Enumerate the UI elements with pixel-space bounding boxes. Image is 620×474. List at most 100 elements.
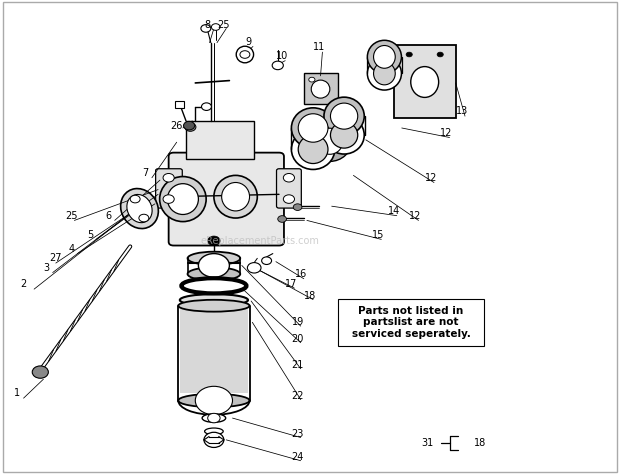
Circle shape	[184, 121, 195, 130]
Ellipse shape	[187, 267, 241, 281]
Ellipse shape	[121, 189, 158, 228]
Text: 31: 31	[422, 438, 434, 448]
Bar	[180, 306, 248, 393]
Text: 8: 8	[205, 19, 211, 30]
Circle shape	[32, 366, 48, 378]
Bar	[175, 101, 184, 108]
Text: 19: 19	[291, 317, 304, 328]
Text: 21: 21	[291, 360, 304, 370]
Ellipse shape	[127, 194, 152, 223]
Text: 25: 25	[217, 19, 229, 30]
Ellipse shape	[298, 114, 328, 142]
Ellipse shape	[222, 182, 249, 211]
Ellipse shape	[202, 414, 226, 422]
FancyBboxPatch shape	[277, 169, 301, 208]
Text: 12: 12	[440, 128, 453, 138]
Text: 13: 13	[456, 106, 468, 117]
Text: 17: 17	[285, 279, 298, 290]
Circle shape	[211, 24, 220, 30]
Circle shape	[208, 236, 220, 246]
Circle shape	[278, 216, 286, 222]
Text: 9: 9	[245, 36, 251, 47]
Circle shape	[208, 413, 220, 423]
Circle shape	[240, 51, 250, 58]
Circle shape	[139, 214, 149, 222]
Ellipse shape	[317, 128, 343, 155]
Text: 18: 18	[474, 438, 487, 448]
Circle shape	[163, 195, 174, 203]
Circle shape	[202, 103, 211, 110]
Text: 18: 18	[304, 291, 316, 301]
Circle shape	[283, 195, 294, 203]
Ellipse shape	[311, 80, 330, 98]
Text: 24: 24	[291, 452, 304, 463]
Ellipse shape	[298, 135, 328, 164]
Circle shape	[130, 195, 140, 203]
Bar	[186, 121, 254, 159]
Ellipse shape	[291, 108, 335, 148]
Text: 4: 4	[68, 244, 74, 254]
Text: 23: 23	[291, 428, 304, 439]
Text: 2: 2	[20, 279, 27, 290]
Circle shape	[437, 52, 443, 57]
Text: eReplacementParts.com: eReplacementParts.com	[201, 236, 320, 246]
Text: 7: 7	[143, 168, 149, 178]
Text: 6: 6	[105, 210, 112, 221]
Bar	[394, 45, 456, 118]
Ellipse shape	[291, 129, 335, 170]
Ellipse shape	[324, 116, 365, 154]
Text: 15: 15	[372, 229, 384, 240]
Ellipse shape	[330, 122, 358, 148]
Ellipse shape	[181, 278, 246, 293]
Text: 22: 22	[291, 391, 304, 401]
Circle shape	[195, 386, 232, 415]
Circle shape	[406, 52, 412, 57]
Circle shape	[247, 263, 261, 273]
Ellipse shape	[179, 300, 249, 312]
Text: 3: 3	[43, 263, 50, 273]
Bar	[304, 73, 338, 104]
Text: 5: 5	[87, 229, 93, 240]
Text: 25: 25	[65, 210, 78, 221]
Text: 26: 26	[170, 120, 183, 131]
Ellipse shape	[179, 394, 249, 407]
FancyBboxPatch shape	[156, 169, 182, 208]
Ellipse shape	[373, 62, 396, 85]
Text: 12: 12	[425, 173, 437, 183]
Circle shape	[198, 254, 229, 277]
Ellipse shape	[214, 175, 257, 218]
Circle shape	[272, 61, 283, 70]
Ellipse shape	[367, 57, 402, 90]
Circle shape	[185, 123, 196, 131]
Text: 11: 11	[313, 42, 326, 53]
Text: 10: 10	[276, 51, 288, 61]
Bar	[338, 299, 484, 346]
Ellipse shape	[411, 67, 439, 98]
Text: 20: 20	[291, 334, 304, 344]
Text: 1: 1	[14, 388, 20, 399]
Text: 16: 16	[294, 269, 307, 279]
FancyBboxPatch shape	[169, 153, 284, 246]
Text: 14: 14	[388, 206, 400, 216]
Circle shape	[293, 204, 302, 210]
Text: Parts not listed in
partslist are not
serviced seperately.: Parts not listed in partslist are not se…	[352, 306, 471, 339]
Circle shape	[309, 77, 315, 82]
Circle shape	[283, 173, 294, 182]
Text: 12: 12	[409, 210, 422, 221]
Ellipse shape	[159, 177, 206, 222]
Ellipse shape	[205, 428, 223, 435]
Ellipse shape	[236, 46, 254, 63]
Ellipse shape	[324, 97, 365, 135]
Ellipse shape	[167, 183, 198, 215]
Ellipse shape	[308, 121, 352, 161]
Text: 27: 27	[50, 253, 62, 264]
Circle shape	[262, 257, 272, 264]
Ellipse shape	[180, 294, 248, 306]
Circle shape	[163, 173, 174, 182]
Ellipse shape	[373, 46, 396, 68]
Ellipse shape	[187, 252, 241, 265]
Circle shape	[204, 432, 224, 447]
Ellipse shape	[330, 103, 358, 129]
Circle shape	[201, 25, 211, 32]
Ellipse shape	[367, 40, 402, 73]
